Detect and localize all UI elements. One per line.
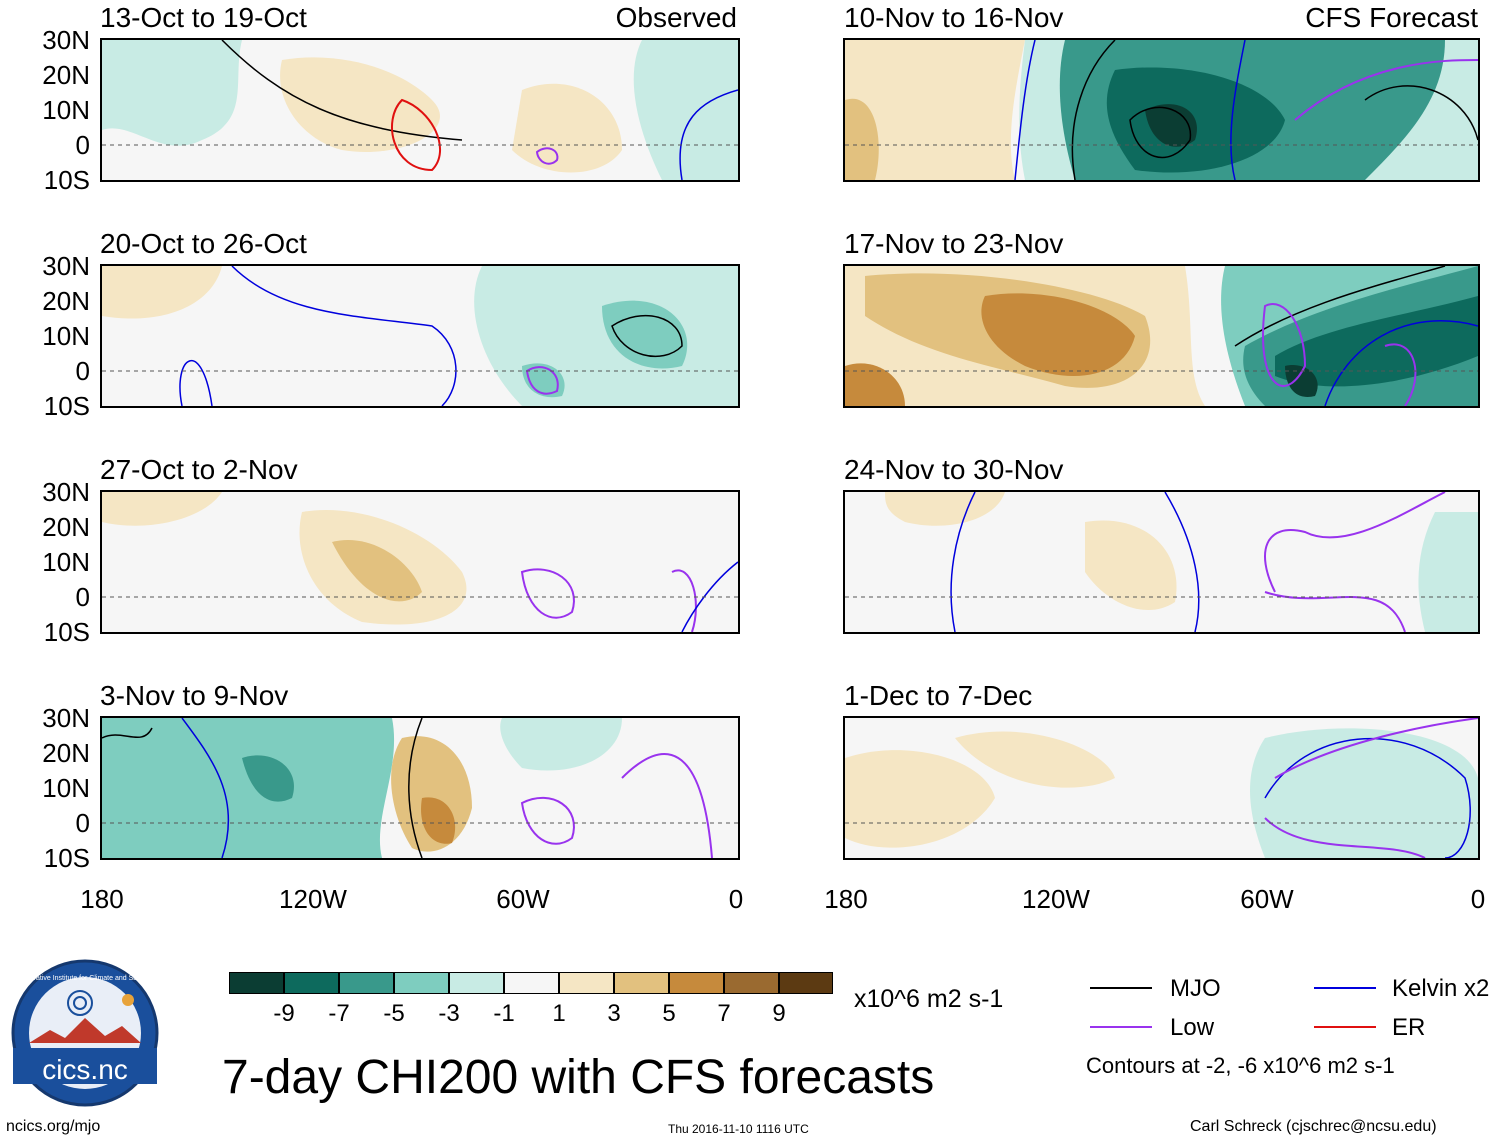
map-panel-3 xyxy=(100,490,740,634)
colorbar-tick: -5 xyxy=(383,1000,405,1027)
colorbar-swatch xyxy=(504,972,559,994)
colorbar-tick: 7 xyxy=(717,1000,731,1027)
legend-swatch-mjo xyxy=(1090,987,1152,989)
colorbar-swatch xyxy=(614,972,669,994)
colorbar-swatch xyxy=(339,972,394,994)
anomaly-field xyxy=(845,492,1478,632)
anomaly-field xyxy=(102,266,738,406)
legend-label-low: Low xyxy=(1170,1014,1215,1041)
legend-label-mjo: MJO xyxy=(1170,975,1221,1002)
logo-ring-text: Cooperative Institute for Climate and Sa… xyxy=(13,975,157,982)
colorbar-swatch xyxy=(284,972,339,994)
colorbar-tick: 3 xyxy=(607,1000,621,1027)
colorbar-tick: -3 xyxy=(438,1000,460,1027)
colorbar-swatch xyxy=(724,972,779,994)
colorbar-units: x10^6 m2 s-1 xyxy=(854,985,1004,1013)
colorbar-tick: 1 xyxy=(552,1000,566,1027)
colorbar-swatch xyxy=(229,972,284,994)
colorbar-swatch xyxy=(449,972,504,994)
map-panel-4 xyxy=(100,716,740,860)
y-tick-label: 10S xyxy=(43,843,90,873)
legend-label-er: ER xyxy=(1392,1014,1426,1041)
y-tick-label: 0 xyxy=(75,130,90,160)
y-tick-label: 20N xyxy=(42,738,90,768)
x-tick-label: 0 xyxy=(728,884,744,914)
x-tick-label: 180 xyxy=(824,884,868,914)
y-tick-label: 0 xyxy=(75,356,90,386)
colorbar-swatch xyxy=(669,972,724,994)
panel-1-title: 13-Oct to 19-Oct xyxy=(100,2,307,33)
colorbar-tick: -7 xyxy=(328,1000,350,1027)
panel-5-tag: CFS Forecast xyxy=(1305,2,1478,33)
footer-timestamp: Thu 2016-11-10 1116 UTC xyxy=(668,1122,809,1136)
map-panel-8 xyxy=(843,716,1480,860)
map-panel-1 xyxy=(100,38,740,182)
legend-label-kelvin: Kelvin x2 xyxy=(1392,975,1490,1002)
y-tick-label: 10S xyxy=(43,391,90,421)
x-tick-label: 120W xyxy=(1022,884,1090,914)
y-tick-label: 10N xyxy=(42,95,90,125)
y-tick-label: 30N xyxy=(42,25,90,55)
anomaly-field xyxy=(102,718,738,858)
x-tick-label: 60W xyxy=(1240,884,1294,914)
legend-swatch-er xyxy=(1314,1026,1376,1028)
colorbar-tick: -9 xyxy=(273,1000,295,1027)
y-tick-label: 10S xyxy=(43,165,90,195)
anomaly-field xyxy=(845,718,1478,858)
legend-swatch-low xyxy=(1090,1026,1152,1028)
anomaly-field xyxy=(845,40,1478,180)
cics-logo: cics.nc Cooperative Institute for Climat… xyxy=(10,958,160,1108)
footer-credit: Carl Schreck (cjschrec@ncsu.edu) xyxy=(1190,1118,1437,1135)
y-tick-label: 20N xyxy=(42,286,90,316)
y-tick-label: 0 xyxy=(75,582,90,612)
map-panel-5 xyxy=(843,38,1480,182)
colorbar-swatch xyxy=(779,972,833,994)
contours-note: Contours at -2, -6 x10^6 m2 s-1 xyxy=(1086,1053,1395,1078)
y-tick-label: 20N xyxy=(42,60,90,90)
colorbar-tick: -1 xyxy=(493,1000,515,1027)
anomaly-field xyxy=(102,492,738,632)
x-tick-label: 180 xyxy=(80,884,124,914)
logo-text: cics.nc xyxy=(42,1054,128,1085)
footer-url[interactable]: ncics.org/mjo xyxy=(6,1118,101,1135)
x-tick-label: 60W xyxy=(496,884,550,914)
panel-6-title: 17-Nov to 23-Nov xyxy=(844,228,1064,259)
panel-4-title: 3-Nov to 9-Nov xyxy=(100,680,289,711)
figure-title: 7-day CHI200 with CFS forecasts xyxy=(222,1051,935,1104)
colorbar-swatch xyxy=(559,972,614,994)
panel-8-title: 1-Dec to 7-Dec xyxy=(844,680,1033,711)
y-tick-label: 10N xyxy=(42,547,90,577)
map-panel-6 xyxy=(843,264,1480,408)
legend-swatch-kelvin xyxy=(1314,987,1376,989)
panel-5-title: 10-Nov to 16-Nov xyxy=(844,2,1064,33)
y-tick-label: 20N xyxy=(42,512,90,542)
anomaly-field xyxy=(845,266,1478,406)
anomaly-field xyxy=(102,40,738,180)
panel-7-title: 24-Nov to 30-Nov xyxy=(844,454,1064,485)
y-tick-label: 30N xyxy=(42,477,90,507)
map-panel-7 xyxy=(843,490,1480,634)
y-tick-label: 10N xyxy=(42,321,90,351)
x-tick-label: 0 xyxy=(1470,884,1486,914)
y-tick-label: 30N xyxy=(42,251,90,281)
colorbar-tick: 9 xyxy=(772,1000,786,1027)
x-tick-label: 120W xyxy=(279,884,347,914)
y-tick-label: 30N xyxy=(42,703,90,733)
y-tick-label: 10N xyxy=(42,773,90,803)
colorbar-tick: 5 xyxy=(662,1000,676,1027)
colorbar-swatch xyxy=(394,972,449,994)
y-tick-label: 0 xyxy=(75,808,90,838)
panel-3-title: 27-Oct to 2-Nov xyxy=(100,454,298,485)
y-tick-label: 10S xyxy=(43,617,90,647)
panel-1-tag: Observed xyxy=(615,2,737,33)
panel-2-title: 20-Oct to 26-Oct xyxy=(100,228,307,259)
map-panel-2 xyxy=(100,264,740,408)
